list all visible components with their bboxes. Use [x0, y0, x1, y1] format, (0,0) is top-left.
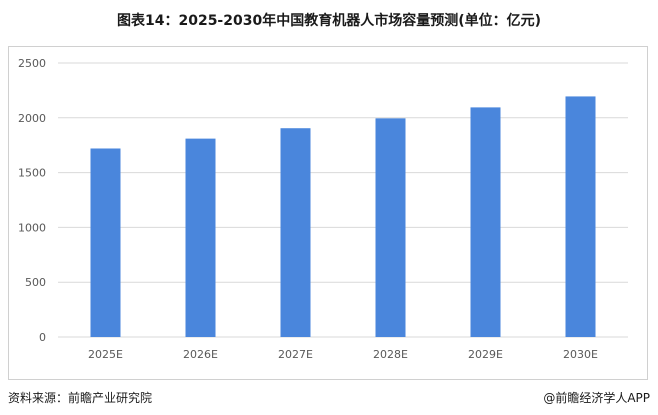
x-tick-label: 2029E — [468, 348, 503, 361]
bar — [90, 148, 121, 337]
gridlines — [58, 62, 628, 338]
bar — [280, 128, 311, 337]
y-tick-label: 2000 — [18, 112, 46, 125]
x-tick-label: 2027E — [278, 348, 313, 361]
source-note: 资料来源：前瞻产业研究院 — [8, 391, 153, 405]
bar — [565, 96, 596, 337]
bar — [470, 107, 501, 337]
bar — [375, 118, 406, 338]
bar — [185, 138, 216, 337]
y-axis-ticks: 0 500 1000 1500 2000 2500 — [18, 57, 46, 344]
y-tick-label: 1500 — [18, 167, 46, 180]
y-tick-label: 1000 — [18, 221, 46, 234]
y-tick-label: 0 — [39, 331, 46, 344]
x-tick-label: 2030E — [563, 348, 598, 361]
x-axis-ticks: 2025E 2026E 2027E 2028E 2029E 2030E — [88, 348, 598, 361]
bar-chart: 0 500 1000 1500 2000 2500 2025E 2026E 2027E 2028… — [18, 57, 628, 361]
y-tick-label: 500 — [25, 276, 46, 289]
x-tick-label: 2026E — [183, 348, 218, 361]
chart-frame — [8, 46, 648, 380]
chart-title: 图表14：2025-2030年中国教育机器人市场容量预测(单位：亿元) — [116, 13, 542, 29]
x-tick-label: 2025E — [88, 348, 123, 361]
brand-credit: @前瞻经济学人APP — [543, 391, 650, 405]
bars — [90, 96, 596, 338]
x-tick-label: 2028E — [373, 348, 408, 361]
y-tick-label: 2500 — [18, 57, 46, 70]
